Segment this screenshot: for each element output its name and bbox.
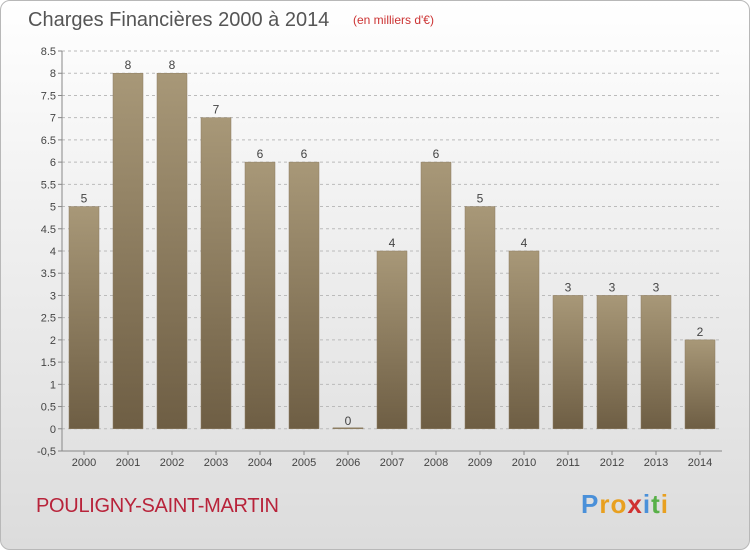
data-label: 7 bbox=[213, 103, 220, 117]
bar bbox=[288, 161, 320, 430]
y-tick-label: 7 bbox=[50, 113, 56, 125]
x-tick-label: 2007 bbox=[380, 457, 404, 469]
bar bbox=[112, 72, 144, 430]
data-label: 3 bbox=[609, 280, 616, 294]
data-label: 4 bbox=[389, 236, 396, 250]
data-label: 0 bbox=[345, 414, 352, 428]
y-tick-label: 4.5 bbox=[41, 224, 56, 236]
bar bbox=[376, 250, 408, 430]
data-label: 2 bbox=[697, 325, 704, 339]
y-tick-label: 8 bbox=[50, 68, 56, 80]
x-tick-label: 2012 bbox=[600, 457, 624, 469]
bar bbox=[684, 339, 716, 430]
y-tick-label: -0,5 bbox=[37, 446, 56, 458]
y-tick-label: 2.5 bbox=[41, 313, 56, 325]
y-tick-label: 4 bbox=[50, 246, 56, 258]
bar bbox=[332, 427, 364, 430]
y-tick-label: 1 bbox=[50, 379, 56, 391]
y-tick-label: 0 bbox=[50, 424, 56, 436]
data-label: 4 bbox=[521, 236, 528, 250]
y-tick-label: 1.5 bbox=[41, 357, 56, 369]
y-tick-label: 6 bbox=[50, 157, 56, 169]
bar bbox=[68, 206, 100, 430]
bar bbox=[244, 161, 276, 430]
x-tick-label: 2002 bbox=[160, 457, 184, 469]
proxiti-logo: Proxiti bbox=[581, 489, 669, 519]
data-label: 5 bbox=[477, 192, 484, 206]
y-tick-label: 0.5 bbox=[41, 402, 56, 414]
x-tick-label: 2011 bbox=[556, 457, 580, 469]
bar bbox=[640, 295, 672, 430]
x-tick-label: 2001 bbox=[116, 457, 140, 469]
chart-subtitle: (en milliers d'€) bbox=[353, 13, 434, 27]
x-tick-label: 2000 bbox=[72, 457, 96, 469]
y-tick-label: 6.5 bbox=[41, 135, 56, 147]
y-tick-label: 5 bbox=[50, 202, 56, 214]
bar bbox=[508, 250, 540, 430]
bar bbox=[420, 161, 452, 430]
y-tick-label: 8.5 bbox=[41, 46, 56, 58]
bar bbox=[156, 72, 188, 430]
y-tick-label: 3 bbox=[50, 290, 56, 302]
x-tick-label: 2013 bbox=[644, 457, 668, 469]
x-tick-label: 2009 bbox=[468, 457, 492, 469]
bar bbox=[552, 295, 584, 430]
data-label: 6 bbox=[301, 147, 308, 161]
x-tick-label: 2014 bbox=[688, 457, 712, 469]
data-label: 8 bbox=[125, 58, 132, 72]
data-label: 5 bbox=[81, 192, 88, 206]
y-tick-label: 5.5 bbox=[41, 179, 56, 191]
data-label: 3 bbox=[565, 280, 572, 294]
data-label: 6 bbox=[433, 147, 440, 161]
bar bbox=[596, 295, 628, 430]
y-tick-label: 7.5 bbox=[41, 90, 56, 102]
data-label: 6 bbox=[257, 147, 264, 161]
x-tick-label: 2005 bbox=[292, 457, 316, 469]
bar bbox=[200, 117, 232, 430]
x-tick-label: 2008 bbox=[424, 457, 448, 469]
x-tick-label: 2010 bbox=[512, 457, 536, 469]
bar bbox=[464, 206, 496, 430]
chart-title: Charges Financières 2000 à 2014 bbox=[28, 9, 330, 31]
x-tick-label: 2006 bbox=[336, 457, 360, 469]
x-tick-label: 2003 bbox=[204, 457, 228, 469]
x-tick-label: 2004 bbox=[248, 457, 272, 469]
data-label: 3 bbox=[653, 280, 660, 294]
y-tick-label: 3.5 bbox=[41, 268, 56, 280]
data-label: 8 bbox=[169, 58, 176, 72]
commune-name: POULIGNY-SAINT-MARTIN bbox=[36, 495, 279, 517]
y-tick-label: 2 bbox=[50, 335, 56, 347]
